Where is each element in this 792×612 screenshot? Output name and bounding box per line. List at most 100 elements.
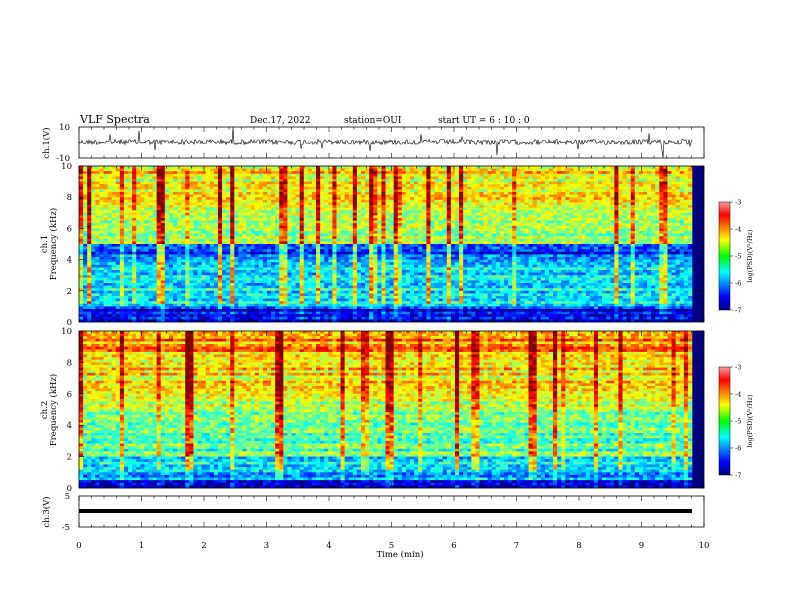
spectrogram-cell <box>128 223 133 227</box>
spectrogram-cell <box>622 246 627 250</box>
spectrogram-cell <box>242 173 247 177</box>
spectrogram-cell <box>360 228 366 232</box>
spectrogram-cell <box>499 194 505 198</box>
spectrogram-cell <box>111 246 117 250</box>
spectrogram-cell <box>536 220 542 224</box>
spectrogram-cell <box>675 176 681 180</box>
spectrogram-cell <box>446 246 452 250</box>
spectrogram-cell <box>87 223 92 227</box>
spectrogram-cell <box>577 212 582 216</box>
spectrogram-cell <box>266 168 272 172</box>
spectrogram-cell <box>634 215 640 219</box>
spectrogram-cell <box>479 210 484 214</box>
spectrogram-cell <box>123 176 129 180</box>
spectrogram-cell <box>642 192 648 195</box>
spectrogram-cell <box>119 249 125 253</box>
spectrogram-cell <box>119 220 125 224</box>
spectrogram-cell <box>553 194 558 198</box>
spectrogram-cell <box>250 171 256 175</box>
spectrogram-cell <box>377 218 382 221</box>
spectrogram-cell <box>275 249 280 253</box>
spectrogram-cell <box>222 218 227 221</box>
spectrogram-cell <box>91 179 96 182</box>
spectrogram-cell <box>450 173 456 177</box>
spectrogram-cell <box>524 228 529 232</box>
spectrogram-cell <box>352 171 358 175</box>
spectrogram-cell <box>246 205 251 208</box>
spectrogram-cell <box>667 202 672 206</box>
spectrogram-cell <box>369 238 374 242</box>
spectrogram-cell <box>557 168 562 172</box>
spectrogram-cell <box>614 181 619 185</box>
spectrogram-cell <box>679 189 685 193</box>
spectrogram-cell <box>311 202 317 206</box>
spectrogram-cell <box>348 179 354 182</box>
spectrogram-cell <box>422 236 427 240</box>
spectrogram-cell <box>168 228 174 232</box>
spectrogram-cell <box>679 223 685 227</box>
spectrogram-cell <box>606 202 611 206</box>
spectrogram-cell <box>418 179 423 182</box>
spectrogram-cell <box>217 246 223 250</box>
spectrogram-cell <box>610 202 615 206</box>
spectrogram-cell <box>193 205 198 208</box>
spectrogram-cell <box>683 199 689 203</box>
ch1-spectrogram-cells <box>79 166 693 323</box>
spectrogram-cell <box>254 194 260 198</box>
spectrogram-cell <box>99 238 104 242</box>
spectrogram-cell <box>201 220 206 224</box>
spectrogram-cell <box>454 223 460 227</box>
spectrogram-cell <box>524 233 529 237</box>
spectrogram-cell <box>675 189 681 193</box>
spectrogram-cell <box>266 244 272 247</box>
spectrogram-cell <box>287 189 292 193</box>
spectrogram-cell <box>266 179 272 182</box>
spectrogram-cell <box>638 186 644 190</box>
spectrogram-cell <box>222 184 227 188</box>
spectrogram-cell <box>634 244 640 247</box>
spectrogram-cell <box>230 218 235 221</box>
spectrogram-cell <box>471 238 476 242</box>
spectrogram-cell <box>275 168 280 172</box>
spectrogram-cell <box>430 184 435 188</box>
spectrogram-cell <box>156 244 162 247</box>
spectrogram-cell <box>593 238 599 242</box>
spectrogram-cell <box>651 186 656 190</box>
spectrogram-cell <box>483 199 488 203</box>
spectrogram-cell <box>393 241 399 245</box>
spectrogram-cell <box>459 218 464 221</box>
spectrogram-cell <box>213 225 219 229</box>
spectrogram-cell <box>467 231 472 234</box>
spectrogram-cell <box>119 202 125 206</box>
spectrogram-cell <box>401 249 407 253</box>
spectrogram-cell <box>442 238 448 242</box>
spectrogram-cell <box>471 192 476 195</box>
spectrogram-cell <box>156 173 162 177</box>
spectrogram-cell <box>401 179 407 182</box>
spectrogram-cell <box>626 171 631 175</box>
spectrogram-cell <box>565 171 570 175</box>
spectrogram-cell <box>83 205 88 208</box>
spectrogram-cell <box>414 241 419 245</box>
spectrogram-cell <box>557 186 562 190</box>
spectrogram-cell <box>557 228 562 232</box>
spectrogram-cell <box>675 244 681 247</box>
spectrogram-cell <box>328 173 333 177</box>
spectrogram-cell <box>275 207 280 211</box>
spectrogram-cell <box>598 181 603 185</box>
spectrogram-cell <box>487 210 493 214</box>
spectrogram-cell <box>217 192 223 195</box>
spectrogram-cell <box>561 197 566 201</box>
spectrogram-cell <box>426 223 431 227</box>
spectrogram-cell <box>213 181 219 185</box>
spectrogram-cell <box>83 197 88 201</box>
spectrogram-cell <box>626 168 631 172</box>
spectrogram-cell <box>242 220 247 224</box>
spectrogram-cell <box>634 171 640 175</box>
spectrogram-cell <box>193 181 198 185</box>
spectrogram-cell <box>181 223 186 227</box>
spectrogram-cell <box>132 223 137 227</box>
spectrogram-cell <box>352 225 358 229</box>
spectrogram-cell <box>136 233 141 237</box>
spectrogram-cell <box>144 241 149 245</box>
